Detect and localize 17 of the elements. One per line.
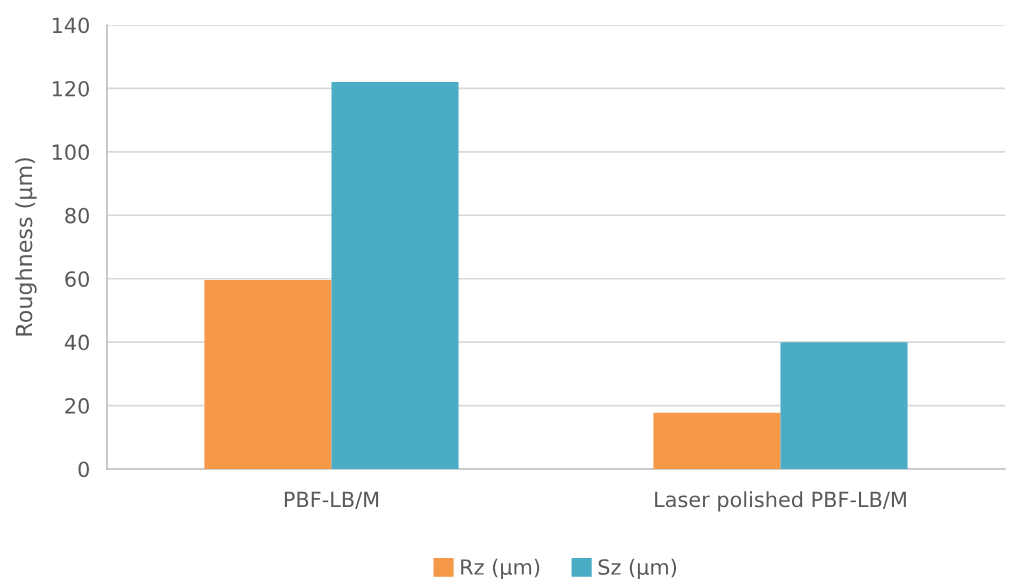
bar (780, 342, 908, 469)
y-tick-label: 120 (52, 80, 89, 97)
y-tick-label: 100 (52, 144, 89, 161)
x-tick-label: Laser polished PBF-LB/M (655, 491, 906, 512)
y-tick-label: 20 (65, 398, 89, 414)
y-tick-label: 60 (65, 271, 89, 287)
bar (204, 279, 332, 469)
legend-label: Sz (µm) (598, 558, 677, 579)
y-tick-label: 140 (52, 17, 89, 34)
bar (653, 412, 781, 469)
legend-label: Rz (µm) (461, 558, 540, 579)
y-tick-label: 0 (78, 461, 89, 478)
y-tick-label: 80 (65, 207, 89, 224)
y-axis-title: Roughness (µm) (15, 158, 37, 336)
x-tick-label: PBF-LB/M (284, 491, 379, 509)
bar (331, 82, 459, 469)
y-tick-label: 40 (64, 334, 89, 351)
